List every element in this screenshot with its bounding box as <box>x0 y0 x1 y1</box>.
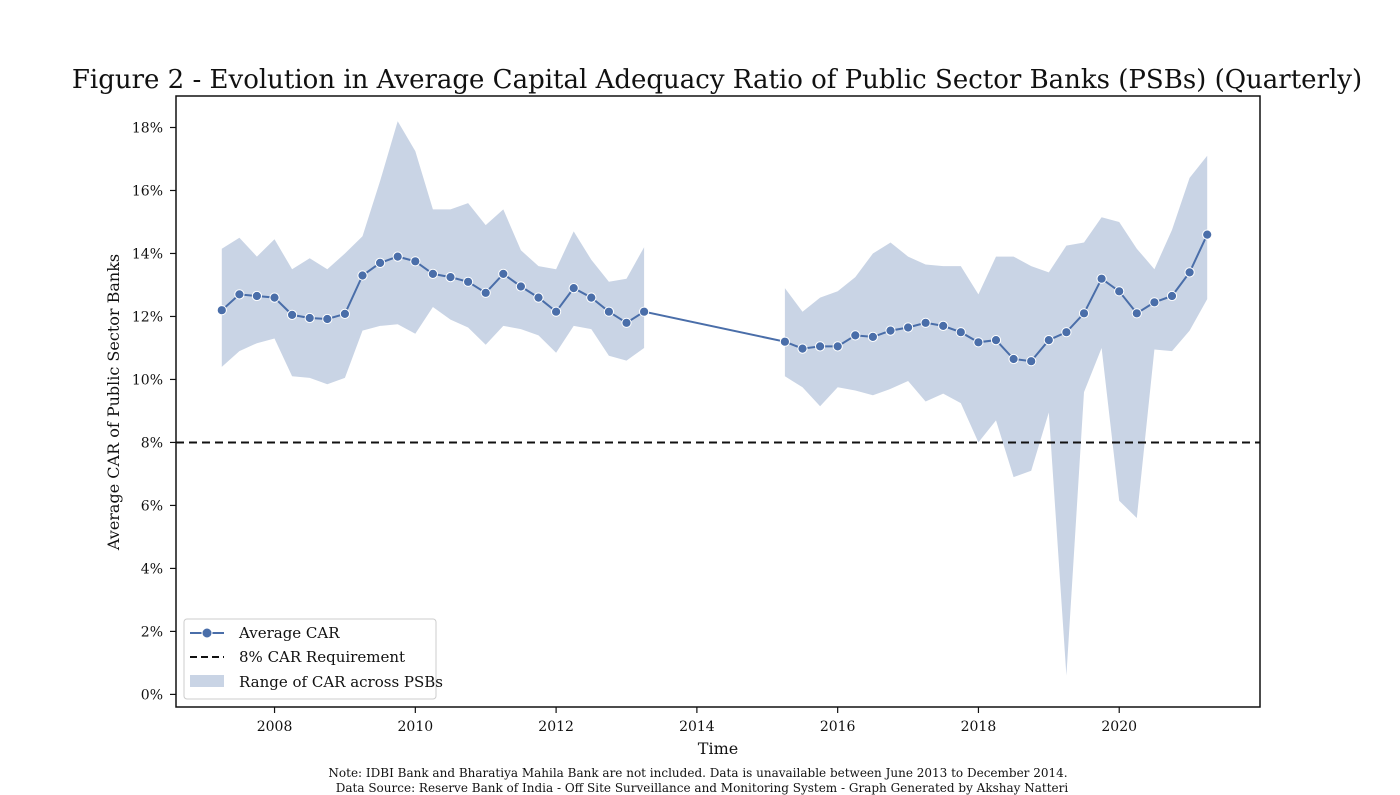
data-point <box>938 320 949 331</box>
data-point <box>797 343 808 354</box>
data-point <box>815 341 826 352</box>
legend-average-car-marker <box>201 627 213 639</box>
data-point <box>850 330 861 341</box>
legend-label-range: Range of CAR across PSBs <box>239 673 443 691</box>
data-point <box>779 336 791 347</box>
data-point <box>885 325 896 336</box>
data-point <box>445 272 456 283</box>
chart-title: Figure 2 - Evolution in Average Capital … <box>72 65 1362 95</box>
note-line-2: Data Source: Reserve Bank of India - Off… <box>336 781 1069 795</box>
data-point <box>322 313 333 325</box>
data-point <box>586 292 597 303</box>
data-point <box>287 309 298 320</box>
y-axis-ticks: 0% 2% 4% 6% 8% 10% 12% 14% 16% 18% <box>132 120 176 703</box>
x-tick-label: 2018 <box>961 719 997 735</box>
data-point <box>832 341 843 352</box>
data-point <box>375 257 386 268</box>
y-axis-label: Average CAR of Public Sector Banks <box>104 254 123 551</box>
y-tick-label: 12% <box>132 309 163 325</box>
data-point <box>990 335 1002 346</box>
x-tick-label: 2020 <box>1101 719 1137 735</box>
data-point <box>621 317 632 328</box>
data-point <box>498 268 509 279</box>
range-band-segment-1 <box>784 155 1208 676</box>
data-point <box>1008 353 1019 365</box>
data-point <box>515 281 527 292</box>
data-point <box>533 292 544 303</box>
legend: Average CAR 8% CAR Requirement Range of … <box>183 618 443 700</box>
data-point <box>1131 308 1142 319</box>
data-point <box>234 289 245 300</box>
data-point <box>463 276 474 287</box>
y-tick-label: 14% <box>132 246 163 262</box>
data-point <box>392 251 403 262</box>
range-band-segment-0 <box>221 121 645 385</box>
data-point <box>973 337 984 348</box>
data-point <box>603 306 615 317</box>
data-point <box>1184 267 1195 278</box>
data-point <box>339 308 350 319</box>
data-point <box>551 306 562 317</box>
legend-label-requirement: 8% CAR Requirement <box>239 648 405 666</box>
x-tick-label: 2012 <box>538 719 574 735</box>
y-tick-label: 18% <box>132 120 163 136</box>
data-point <box>216 305 227 316</box>
y-tick-label: 6% <box>141 498 163 514</box>
average-car-series <box>216 229 1213 367</box>
y-tick-label: 2% <box>141 624 163 640</box>
data-point <box>269 292 280 303</box>
y-tick-label: 4% <box>141 561 163 577</box>
x-axis-ticks: 2008 2010 2012 2014 2016 2018 2020 <box>257 707 1137 735</box>
data-point <box>304 312 315 324</box>
data-point <box>639 306 650 317</box>
data-point <box>251 290 262 302</box>
data-point <box>568 283 579 294</box>
data-point <box>357 270 368 281</box>
range-bands <box>221 121 1208 676</box>
data-point <box>903 322 914 333</box>
note-line-1: Note: IDBI Bank and Bharatiya Mahila Ban… <box>328 766 1067 780</box>
y-tick-label: 0% <box>141 687 163 703</box>
y-tick-label: 8% <box>141 435 163 451</box>
x-axis-label: Time <box>698 739 738 758</box>
legend-range-swatch <box>190 675 224 687</box>
data-point <box>1061 327 1072 338</box>
data-point <box>1078 308 1090 319</box>
data-point <box>410 256 421 267</box>
x-tick-label: 2014 <box>679 719 715 735</box>
data-point <box>867 331 879 342</box>
data-point <box>1096 273 1107 284</box>
x-tick-label: 2010 <box>398 719 434 735</box>
data-point <box>1043 335 1054 346</box>
data-point <box>1202 229 1213 240</box>
y-tick-label: 16% <box>132 183 163 199</box>
data-point <box>1166 290 1178 302</box>
data-point <box>920 317 931 328</box>
y-tick-label: 10% <box>132 372 163 388</box>
data-point <box>955 327 966 338</box>
data-point <box>480 287 491 298</box>
data-point <box>1149 297 1160 308</box>
x-tick-label: 2008 <box>257 719 293 735</box>
legend-label-average-car: Average CAR <box>238 624 340 642</box>
x-tick-label: 2016 <box>820 719 856 735</box>
data-point <box>427 268 438 279</box>
data-point <box>1026 356 1037 367</box>
legend-box <box>183 618 437 700</box>
plot-frame <box>175 95 1261 708</box>
data-point <box>1114 286 1125 297</box>
